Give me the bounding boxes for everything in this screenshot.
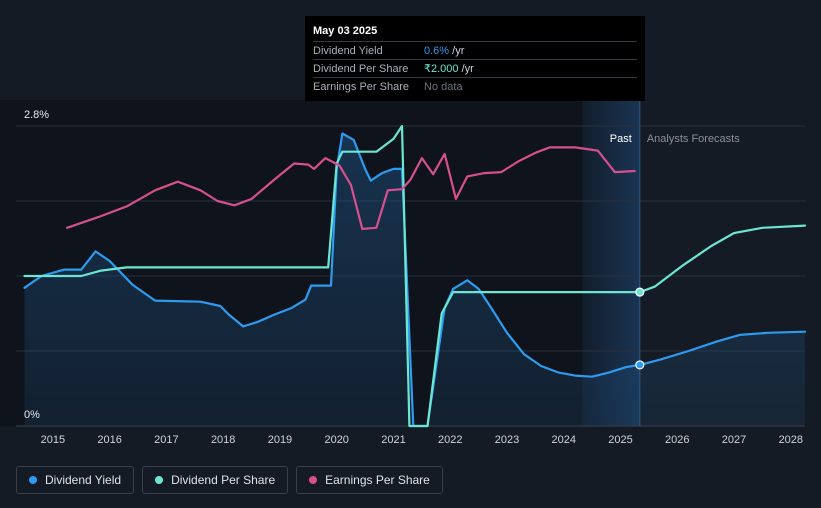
x-tick-label: 2015: [41, 434, 65, 446]
legend-dot-icon: [309, 476, 318, 484]
y-axis: 2.8% 0%: [24, 109, 49, 421]
tooltip-row-earnings-per-share: Earnings Per Share No data: [313, 77, 637, 95]
x-tick-label: 2026: [665, 434, 689, 446]
tooltip-date: May 03 2025: [313, 25, 378, 37]
tooltip-unit: /yr: [449, 45, 465, 57]
earnings-per-share-line: [66, 146, 636, 230]
series-lines: [23, 124, 807, 428]
dividend-per-share-line: [23, 124, 807, 428]
tooltip-value: ₹2.000: [424, 63, 459, 75]
forecast-region-label: Analysts Forecasts: [647, 133, 740, 145]
tooltip-row-dividend-per-share: Dividend Per Share ₹2.000 /yr: [313, 59, 637, 77]
tooltip-value: 0.6%: [424, 45, 450, 57]
tooltip-label: Dividend Yield: [313, 45, 383, 57]
dividend-yield-area: [24, 133, 805, 426]
x-tick-label: 2020: [324, 434, 348, 446]
dividend-per-share-marker: [635, 287, 645, 297]
x-tick-label: 2025: [608, 434, 632, 446]
chart-legend: Dividend Yield Dividend Per Share Earnin…: [16, 466, 443, 494]
tooltip-label: Earnings Per Share: [313, 81, 409, 93]
tooltip-unit: /yr: [458, 63, 474, 75]
tooltip-value: No data: [424, 81, 463, 93]
x-tick-label: 2028: [779, 434, 803, 446]
x-tick-label: 2018: [211, 434, 235, 446]
dividend-yield-marker: [635, 360, 645, 370]
legend-dot-icon: [29, 476, 37, 484]
x-tick-label: 2027: [722, 434, 746, 446]
tooltip-label: Dividend Per Share: [313, 63, 409, 75]
past-region-label: Past: [610, 133, 632, 145]
dividend-yield-line: [23, 132, 807, 428]
y-tick-label-max: 2.8%: [24, 109, 49, 121]
x-tick-label: 2017: [154, 434, 178, 446]
x-axis: 2015 2016 2017 2018 2019 2020 2021 2022 2023 2024…: [41, 434, 803, 446]
legend-dot-icon: [155, 476, 164, 484]
x-tick-label: 2016: [97, 434, 121, 446]
current-value-markers: [635, 287, 645, 370]
legend-item-earnings-per-share[interactable]: Earnings Per Share: [296, 466, 443, 494]
legend-label: Dividend Yield: [45, 473, 122, 487]
legend-item-dividend-yield[interactable]: Dividend Yield: [16, 466, 135, 494]
legend-label: Earnings Per Share: [325, 473, 430, 487]
legend-label: Dividend Per Share: [171, 473, 276, 487]
series-areas: [24, 133, 805, 426]
x-tick-label: 2023: [495, 434, 519, 446]
y-tick-label-zero: 0%: [24, 409, 40, 421]
tooltip-row-dividend-yield: Dividend Yield 0.6% /yr: [313, 41, 637, 59]
x-tick-label: 2022: [438, 434, 462, 446]
x-tick-label: 2019: [268, 434, 292, 446]
legend-item-dividend-per-share[interactable]: Dividend Per Share: [142, 466, 289, 494]
hover-tooltip: May 03 2025 Dividend Yield 0.6% /yr Divi…: [305, 16, 645, 101]
x-tick-label: 2024: [552, 434, 576, 446]
x-tick-label: 2021: [381, 434, 405, 446]
